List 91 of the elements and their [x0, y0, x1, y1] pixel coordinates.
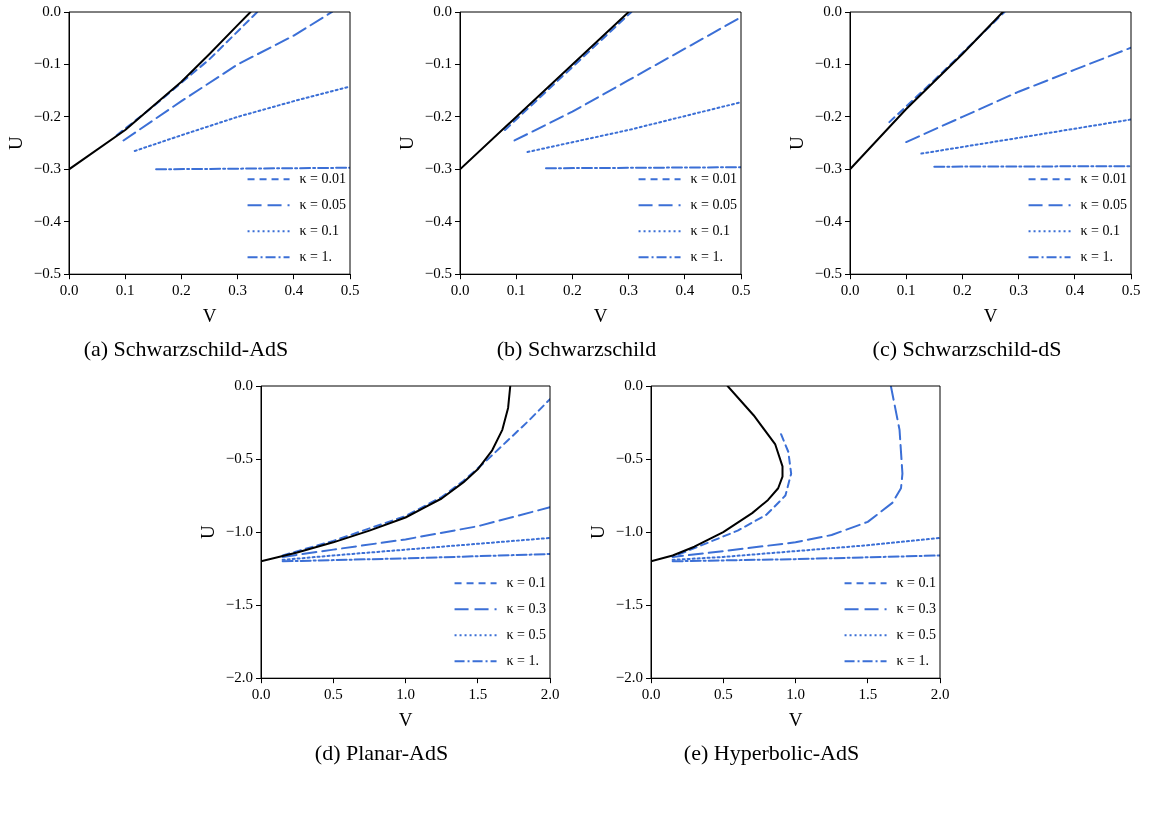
x-axis-title: V [983, 304, 998, 326]
x-tick-label: 0.1 [896, 282, 916, 299]
x-tick-label: 0.0 [59, 282, 79, 299]
y-tick-label: −1.5 [225, 596, 253, 613]
y-tick-label: −2.0 [615, 669, 643, 686]
legend-label: κ = 0.3 [896, 600, 936, 616]
x-tick-label: 0.1 [506, 282, 526, 299]
x-tick-label: 0.1 [115, 282, 135, 299]
legend-label: κ = 0.01 [1080, 170, 1127, 186]
y-tick-label: −0.5 [225, 449, 253, 466]
legend-label: κ = 1. [1080, 248, 1113, 264]
y-tick-label: −0.2 [424, 107, 452, 124]
legend-label: κ = 0.5 [896, 626, 936, 642]
y-tick-label: −2.0 [225, 669, 253, 686]
y-tick-label: −0.1 [33, 55, 62, 72]
x-tick-label: 0.5 [340, 282, 360, 299]
y-tick-label: −0.2 [814, 107, 843, 124]
y-tick-label: 0.0 [823, 2, 843, 19]
y-tick-label: −0.1 [814, 55, 843, 72]
y-tick-label: −1.0 [615, 523, 643, 540]
y-tick-label: −0.4 [814, 212, 843, 229]
y-tick-label: −0.2 [33, 107, 62, 124]
legend-label: κ = 0.3 [506, 600, 546, 616]
y-tick-label: −0.5 [615, 449, 643, 466]
y-tick-label: 0.0 [432, 2, 452, 19]
x-tick-label: 0.4 [674, 282, 695, 299]
y-axis-title: U [786, 135, 808, 150]
x-tick-label: 0.4 [1065, 282, 1085, 299]
text: (d) Planar-AdS [314, 740, 449, 766]
x-tick-label: 0.5 [323, 686, 343, 703]
y-tick-label: −0.5 [424, 265, 452, 282]
y-tick-label: −0.3 [33, 160, 62, 177]
x-tick-label: 0.2 [172, 282, 191, 299]
y-tick-label: −0.5 [814, 265, 843, 282]
x-tick-label: 0.0 [840, 282, 860, 299]
y-tick-label: −1.0 [225, 523, 253, 540]
legend-label: κ = 0.01 [690, 170, 737, 186]
y-tick-label: −0.4 [424, 212, 452, 229]
x-tick-label: 0.5 [731, 282, 750, 299]
x-tick-label: 0.3 [1009, 282, 1028, 299]
legend-label: κ = 0.1 [506, 574, 546, 590]
legend-label: κ = 0.05 [1080, 196, 1127, 212]
legend-label: κ = 1. [690, 248, 723, 264]
x-tick-label: 1.0 [395, 686, 415, 703]
y-tick-label: −0.3 [814, 160, 843, 177]
legend-label: κ = 0.1 [1080, 222, 1120, 238]
y-tick-label: 0.0 [623, 376, 643, 393]
x-tick-label: 2.0 [930, 686, 949, 703]
x-tick-label: 0.3 [228, 282, 247, 299]
legend-label: κ = 0.1 [690, 222, 730, 238]
x-tick-label: 0.2 [953, 282, 972, 299]
x-tick-label: 0.0 [641, 686, 660, 703]
x-tick-label: 1.0 [785, 686, 805, 703]
y-tick-label: 0.0 [233, 376, 253, 393]
x-axis-title: V [788, 708, 803, 730]
y-tick-label: −0.5 [33, 265, 62, 282]
x-axis-title: V [202, 304, 217, 326]
y-tick-label: −0.3 [424, 160, 452, 177]
legend-label: κ = 1. [299, 248, 332, 264]
y-axis-title: U [5, 135, 27, 150]
x-tick-label: 0.3 [618, 282, 638, 299]
x-axis-title: V [593, 304, 608, 326]
legend-label: κ = 0.5 [506, 626, 546, 642]
x-tick-label: 1.5 [857, 686, 877, 703]
x-tick-label: 1.5 [467, 686, 487, 703]
legend-label: κ = 0.05 [299, 196, 346, 212]
y-tick-label: −0.4 [33, 212, 62, 229]
legend-label: κ = 0.1 [299, 222, 339, 238]
y-tick-label: 0.0 [42, 2, 62, 19]
y-axis-title: U [395, 135, 417, 150]
text: (c) Schwarzschild-dS [872, 336, 1062, 362]
text: (b) Schwarzschild [496, 336, 657, 362]
x-tick-label: 0.5 [1121, 282, 1141, 299]
y-tick-label: −0.1 [424, 55, 452, 72]
legend-label: κ = 0.1 [896, 574, 936, 590]
x-tick-label: 0.0 [450, 282, 469, 299]
x-tick-label: 0.4 [284, 282, 304, 299]
legend-label: κ = 0.01 [299, 170, 346, 186]
x-tick-label: 2.0 [540, 686, 559, 703]
x-tick-label: 0.5 [713, 686, 733, 703]
legend-label: κ = 0.05 [690, 196, 737, 212]
x-tick-label: 0.2 [562, 282, 582, 299]
y-axis-title: U [196, 524, 218, 539]
x-axis-title: V [398, 708, 413, 730]
text: (e) Hyperbolic-AdS [683, 740, 860, 766]
legend-label: κ = 1. [896, 652, 929, 668]
y-tick-label: −1.5 [615, 596, 643, 613]
x-tick-label: 0.0 [251, 686, 270, 703]
y-axis-title: U [586, 524, 608, 539]
legend-label: κ = 1. [506, 652, 539, 668]
text: (a) Schwarzschild-AdS [83, 336, 289, 362]
